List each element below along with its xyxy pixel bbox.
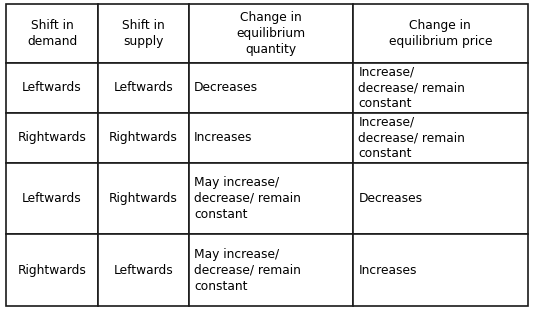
Polygon shape (353, 63, 528, 113)
Polygon shape (98, 113, 189, 162)
Text: Rightwards: Rightwards (109, 131, 178, 144)
Text: Rightwards: Rightwards (109, 192, 178, 205)
Text: Leftwards: Leftwards (22, 192, 82, 205)
Polygon shape (189, 4, 353, 63)
Polygon shape (6, 162, 98, 234)
Polygon shape (353, 4, 528, 63)
Text: Shift in
demand: Shift in demand (27, 19, 77, 48)
Polygon shape (98, 63, 189, 113)
Text: Increases: Increases (358, 264, 417, 277)
Polygon shape (6, 234, 98, 306)
Text: Leftwards: Leftwards (113, 264, 173, 277)
Text: Decreases: Decreases (358, 192, 422, 205)
Text: Change in
equilibrium
quantity: Change in equilibrium quantity (237, 11, 305, 56)
Polygon shape (189, 113, 353, 162)
Polygon shape (6, 113, 98, 162)
Polygon shape (189, 63, 353, 113)
Polygon shape (353, 113, 528, 162)
Polygon shape (189, 234, 353, 306)
Text: Rightwards: Rightwards (18, 264, 87, 277)
Text: Leftwards: Leftwards (113, 81, 173, 94)
Text: May increase/
decrease/ remain
constant: May increase/ decrease/ remain constant (194, 248, 301, 293)
Text: Leftwards: Leftwards (22, 81, 82, 94)
Polygon shape (353, 162, 528, 234)
Polygon shape (6, 4, 98, 63)
Text: Rightwards: Rightwards (18, 131, 87, 144)
Text: Increase/
decrease/ remain
constant: Increase/ decrease/ remain constant (358, 115, 465, 160)
Text: Increases: Increases (194, 131, 253, 144)
Polygon shape (6, 63, 98, 113)
Text: Increase/
decrease/ remain
constant: Increase/ decrease/ remain constant (358, 65, 465, 110)
Text: Shift in
supply: Shift in supply (122, 19, 164, 48)
Text: Change in
equilibrium price: Change in equilibrium price (389, 19, 492, 48)
Polygon shape (98, 162, 189, 234)
Polygon shape (98, 4, 189, 63)
Polygon shape (353, 234, 528, 306)
Polygon shape (98, 234, 189, 306)
Text: May increase/
decrease/ remain
constant: May increase/ decrease/ remain constant (194, 176, 301, 221)
Polygon shape (189, 162, 353, 234)
Text: Decreases: Decreases (194, 81, 258, 94)
